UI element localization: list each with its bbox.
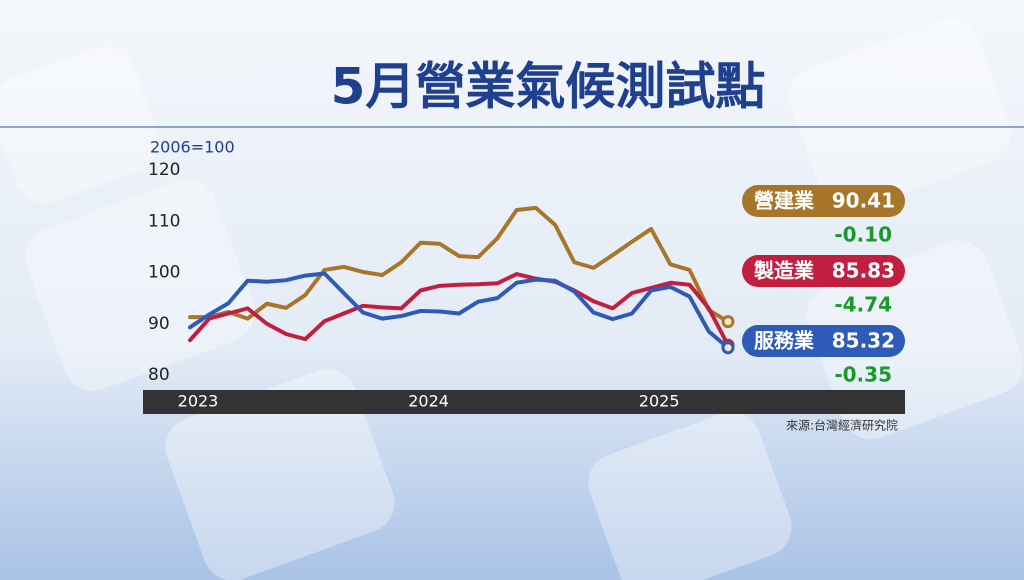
legend-value: 85.83: [832, 259, 895, 283]
end-point: [721, 315, 735, 329]
legend-name: 營建業: [754, 189, 815, 213]
chart-title: 5月營業氣候測試點: [331, 58, 766, 116]
y-tick-label: 90: [148, 314, 170, 334]
x-tick-label: 2024: [408, 392, 449, 411]
y-axis-label: 2006=100: [150, 138, 235, 157]
source: 來源:台灣經濟研究院: [786, 418, 898, 433]
change-label: -0.35: [834, 363, 892, 387]
y-tick-label: 110: [148, 211, 180, 231]
series-line: [188, 271, 730, 350]
x-tick-label: 2023: [178, 392, 219, 411]
y-tick-label: 80: [148, 365, 170, 385]
end-point: [721, 341, 735, 355]
y-tick-label: 100: [148, 263, 180, 283]
legend-value: 85.32: [832, 329, 895, 353]
y-tick-label: 120: [148, 160, 180, 180]
x-axis-bar: [143, 390, 905, 414]
legend-pill: [742, 325, 905, 357]
series-line: [188, 272, 730, 348]
x-tick-label: 2025: [639, 392, 680, 411]
series-line: [188, 205, 730, 324]
change-label: -0.10: [834, 223, 892, 247]
legend-name: 製造業: [754, 259, 815, 283]
legend-pill: [742, 255, 905, 287]
legend-pill: [742, 185, 905, 217]
legend-name: 服務業: [754, 329, 815, 353]
legend-value: 90.41: [832, 189, 895, 213]
decor: [0, 18, 1024, 580]
change-label: -4.74: [834, 293, 892, 317]
